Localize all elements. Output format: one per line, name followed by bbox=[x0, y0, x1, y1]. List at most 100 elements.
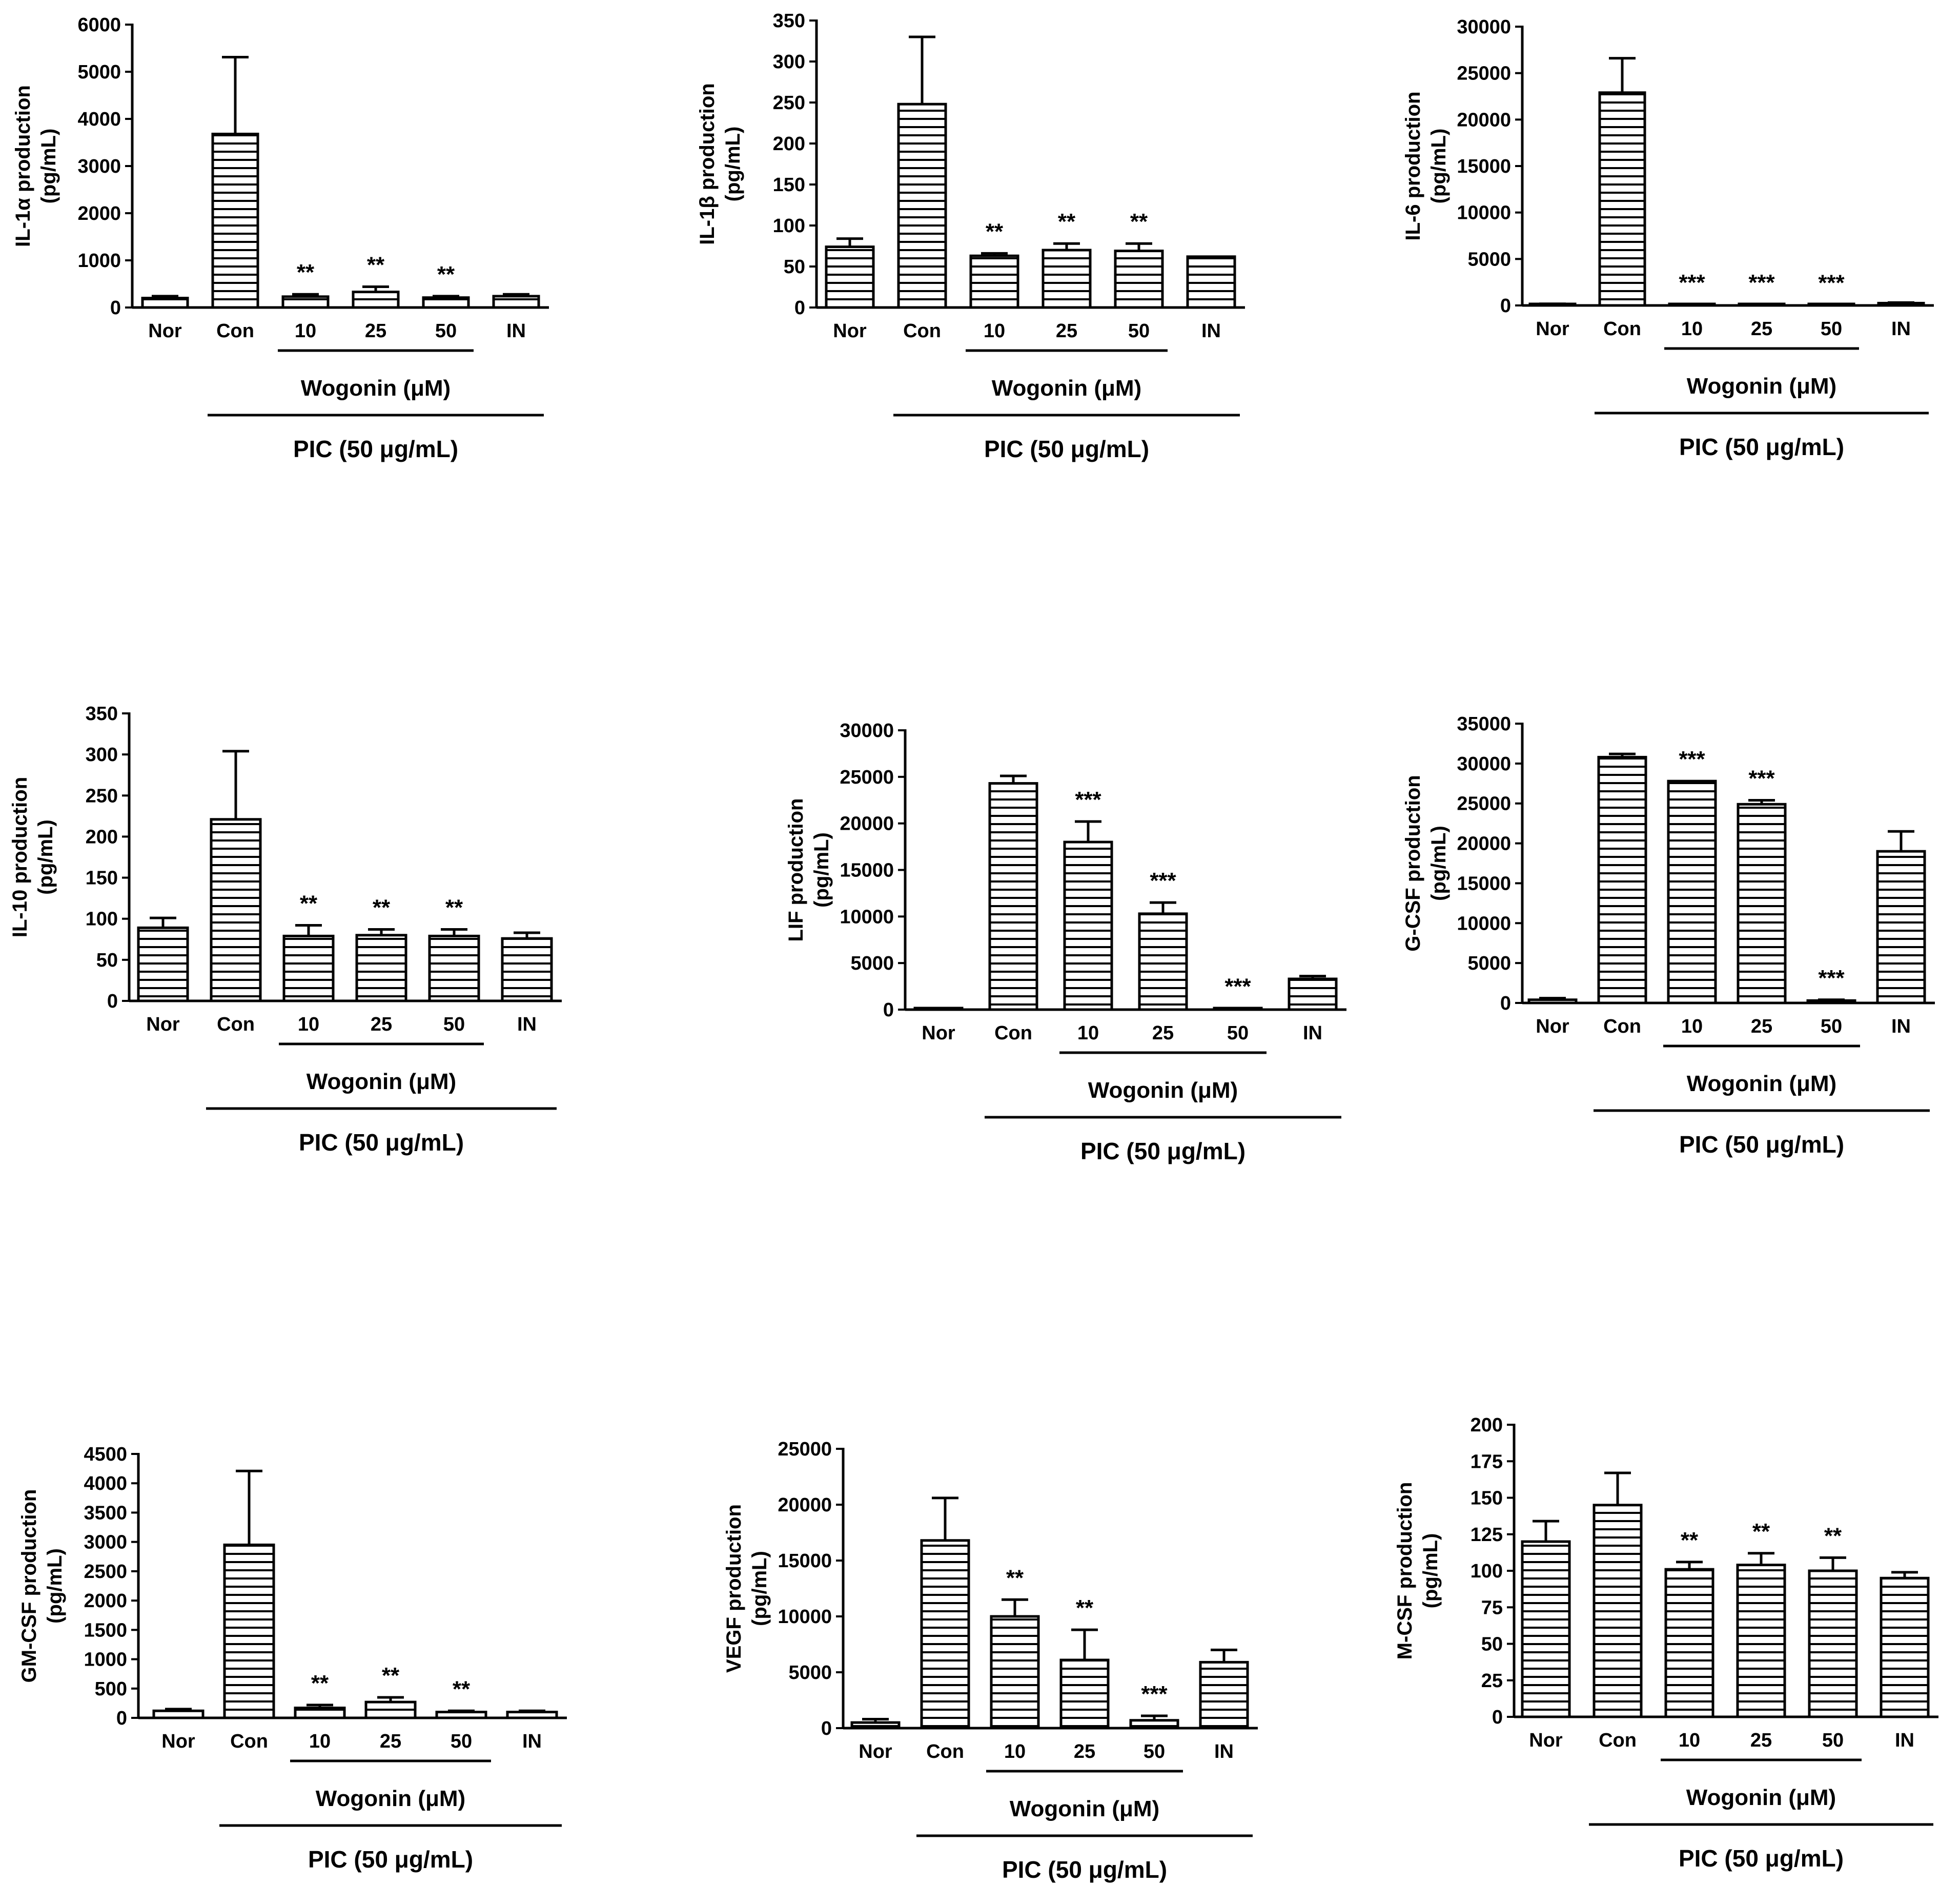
y-tick-label: 3000 bbox=[84, 1532, 127, 1553]
treatment-label: Wogonin (μM) bbox=[1687, 1071, 1836, 1096]
y-axis-unit: (pg/mL) bbox=[34, 819, 57, 895]
significance-marker: ** bbox=[1824, 1523, 1842, 1548]
y-tick-label: 5000 bbox=[1467, 953, 1511, 974]
y-axis-unit: (pg/mL) bbox=[748, 1551, 771, 1626]
x-tick-label: Nor bbox=[146, 1014, 180, 1035]
bar-25 bbox=[364, 1700, 417, 1719]
significance-marker: ** bbox=[1681, 1528, 1699, 1553]
y-tick-label: 100 bbox=[773, 215, 805, 237]
y-tick-label: 2000 bbox=[77, 203, 121, 224]
x-tick-label: Con bbox=[1603, 1016, 1641, 1037]
y-tick-label: 300 bbox=[773, 51, 805, 73]
y-tick-label: 150 bbox=[1471, 1488, 1503, 1509]
x-tick-label: Nor bbox=[1536, 1016, 1569, 1037]
x-tick-label: Con bbox=[926, 1741, 964, 1762]
y-tick-label: 0 bbox=[794, 297, 805, 319]
y-tick-label: 30000 bbox=[1457, 16, 1511, 38]
bar-Nor bbox=[1527, 998, 1578, 1004]
significance-marker: ** bbox=[373, 895, 391, 920]
y-tick-label: 0 bbox=[1500, 295, 1511, 317]
bar-IN bbox=[492, 295, 540, 309]
y-tick-label: 350 bbox=[773, 10, 805, 32]
y-tick-label: 100 bbox=[1471, 1561, 1503, 1582]
x-tick-label: Con bbox=[903, 320, 941, 342]
significance-marker: ** bbox=[311, 1671, 329, 1696]
significance-marker: ** bbox=[453, 1676, 471, 1701]
y-tick-label: 0 bbox=[107, 991, 118, 1012]
bar-Con bbox=[1592, 1504, 1643, 1718]
y-tick-label: 0 bbox=[883, 999, 894, 1021]
y-tick-label: 125 bbox=[1471, 1524, 1503, 1546]
y-axis-title: IL-1α production bbox=[12, 85, 34, 247]
y-tick-label: 1000 bbox=[84, 1649, 127, 1671]
bar-50 bbox=[1129, 1719, 1179, 1730]
y-tick-label: 50 bbox=[784, 256, 805, 278]
x-tick-label: 10 bbox=[295, 320, 316, 342]
chart-panel-il10: 0 50 100 150 200 250 300 350 IL-10 production (pg… bbox=[9, 703, 562, 1156]
y-tick-label: 75 bbox=[1481, 1597, 1503, 1618]
significance-marker: ** bbox=[1006, 1565, 1024, 1590]
significance-marker: *** bbox=[1748, 766, 1775, 791]
significance-marker: ** bbox=[382, 1663, 400, 1688]
treatment-label: Wogonin (μM) bbox=[1010, 1796, 1159, 1821]
y-tick-label: 50 bbox=[96, 950, 118, 971]
y-tick-label: 0 bbox=[1492, 1707, 1503, 1728]
y-tick-label: 0 bbox=[116, 1708, 127, 1729]
y-tick-label: 10000 bbox=[1457, 913, 1511, 934]
y-tick-label: 4000 bbox=[84, 1473, 127, 1494]
stimulus-label: PIC (50 μg/mL) bbox=[1080, 1138, 1246, 1164]
chart-panel-il1b: 0 50 100 150 200 250 300 350 IL-1β production (pg… bbox=[696, 10, 1245, 462]
bar-10 bbox=[294, 1707, 346, 1719]
y-axis-unit: (pg/mL) bbox=[810, 832, 833, 908]
x-tick-label: Nor bbox=[1529, 1730, 1563, 1751]
y-tick-label: 200 bbox=[86, 826, 118, 848]
y-tick-label: 25000 bbox=[840, 767, 894, 788]
bar-Con bbox=[1597, 755, 1647, 1004]
bar-50 bbox=[435, 1711, 487, 1719]
bar-Con bbox=[897, 102, 947, 309]
chart-panel-il1a: 0 1000 2000 3000 4000 5000 6000 IL-1α productio… bbox=[12, 14, 549, 462]
bar-50 bbox=[428, 934, 480, 1002]
y-tick-label: 4000 bbox=[77, 109, 121, 130]
y-axis-title: M-CSF production bbox=[1394, 1482, 1416, 1660]
x-tick-label: 25 bbox=[365, 320, 386, 342]
x-tick-label: 25 bbox=[1751, 318, 1772, 340]
y-tick-label: 20000 bbox=[1457, 833, 1511, 855]
x-tick-label: 10 bbox=[309, 1731, 331, 1752]
bar-IN bbox=[506, 1711, 558, 1719]
x-tick-label: IN bbox=[1201, 320, 1221, 342]
y-tick-label: 1500 bbox=[84, 1619, 127, 1641]
x-tick-label: Nor bbox=[148, 320, 182, 342]
chart-panel-gcsf: 0 5000 10000 15000 20000 25000 30000 35000 G-CSF… bbox=[1402, 713, 1935, 1158]
significance-marker: *** bbox=[1141, 1681, 1168, 1707]
y-axis-unit: (pg/mL) bbox=[37, 129, 60, 204]
x-tick-label: Con bbox=[994, 1022, 1032, 1044]
y-tick-label: 20000 bbox=[1457, 109, 1511, 131]
stimulus-label: PIC (50 μg/mL) bbox=[1679, 1845, 1844, 1872]
x-tick-label: 25 bbox=[371, 1014, 392, 1035]
bar-50 bbox=[422, 296, 470, 309]
significance-marker: ** bbox=[367, 253, 385, 278]
y-tick-label: 25 bbox=[1481, 1670, 1503, 1692]
treatment-label: Wogonin (μM) bbox=[307, 1069, 456, 1094]
significance-marker: *** bbox=[1679, 747, 1705, 772]
x-tick-label: 50 bbox=[1128, 320, 1150, 342]
bar-Nor bbox=[850, 1721, 901, 1730]
y-tick-label: 2500 bbox=[84, 1561, 127, 1583]
stimulus-label: PIC (50 μg/mL) bbox=[1679, 434, 1844, 460]
bar-25 bbox=[355, 934, 407, 1002]
y-axis-title: VEGF production bbox=[723, 1504, 745, 1673]
bar-50 bbox=[1808, 1569, 1858, 1718]
y-tick-label: 2000 bbox=[84, 1590, 127, 1612]
y-axis-unit: (pg/mL) bbox=[44, 1548, 66, 1624]
x-tick-label: IN bbox=[1303, 1022, 1322, 1044]
x-tick-label: IN bbox=[1891, 1016, 1911, 1037]
y-tick-label: 20000 bbox=[778, 1494, 832, 1516]
significance-marker: *** bbox=[1818, 271, 1845, 296]
y-tick-label: 30000 bbox=[1457, 753, 1511, 775]
x-tick-label: Nor bbox=[161, 1731, 195, 1752]
bar-Con bbox=[1598, 91, 1646, 307]
y-tick-label: 3500 bbox=[84, 1502, 127, 1524]
x-tick-label: 50 bbox=[1821, 318, 1842, 340]
